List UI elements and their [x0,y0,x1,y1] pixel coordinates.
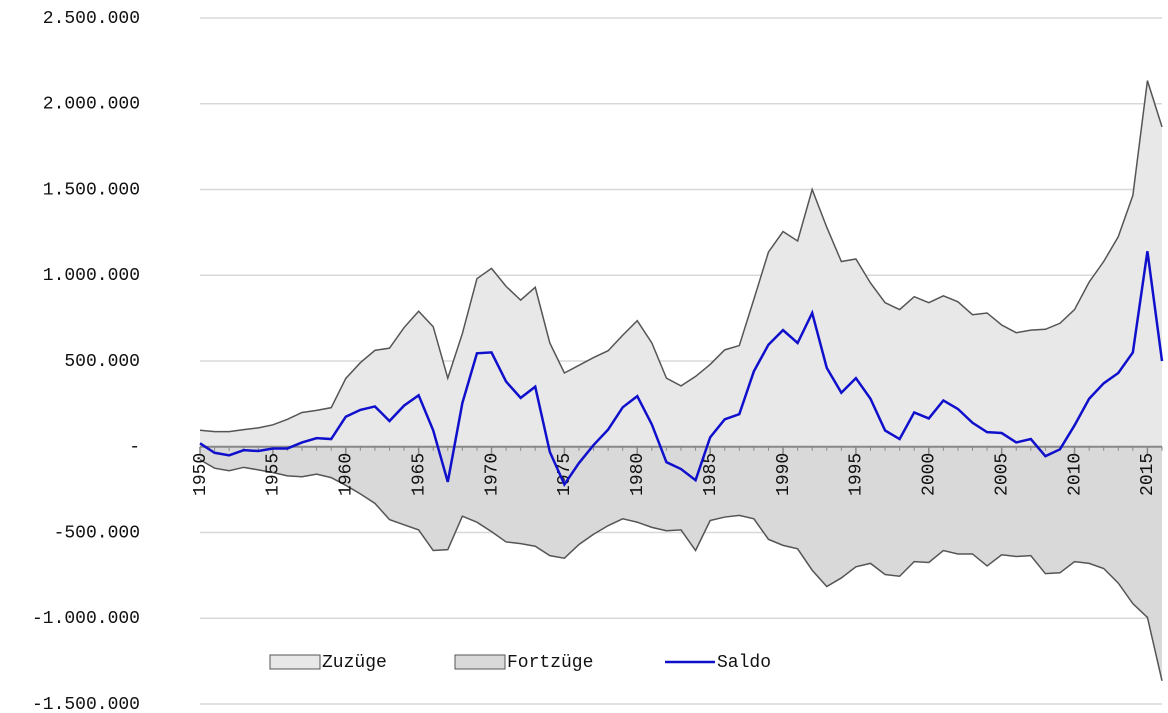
legend-label: Zuzüge [322,653,387,673]
x-tick-label: 1960 [337,453,357,496]
y-tick-label: 500.000 [64,352,140,372]
x-tick-label: 1985 [701,453,721,496]
y-tick-label: -500.000 [54,523,140,543]
legend-label: Fortzüge [507,653,593,673]
x-tick-label: 1965 [409,453,429,496]
legend-label: Saldo [717,653,771,673]
x-tick-label: 2015 [1138,453,1158,496]
x-tick-label: 2000 [920,453,940,496]
x-tick-label: 1990 [774,453,794,496]
x-tick-label: 1955 [264,453,284,496]
area-edge [199,459,1163,682]
area-edge [199,80,1163,433]
legend-item: Fortzüge [454,653,593,673]
x-tick-label: 1975 [555,453,575,496]
y-tick-label: - [129,438,140,458]
y-tick-label: 2.000.000 [43,95,140,115]
x-tick-label: 2010 [1065,453,1085,496]
y-tick-label: -1.500.000 [32,695,140,713]
legend-swatch [269,654,321,670]
x-tick-label: 1970 [482,453,502,496]
y-tick-label: 2.500.000 [43,9,140,29]
area [200,446,1162,681]
line [199,251,1164,488]
x-tick-label: 1995 [847,453,867,496]
x-tick-label: 1950 [191,453,211,496]
x-tick-label: 1980 [628,453,648,496]
legend-item: Saldo [665,653,771,673]
area [200,80,1162,447]
legend-swatch [454,654,506,670]
x-tick-label: 2005 [992,453,1012,496]
y-tick-label: 1.000.000 [43,266,140,286]
y-tick-label: 1.500.000 [43,180,140,200]
legend-item: Zuzüge [269,653,387,673]
y-tick-label: -1.000.000 [32,609,140,629]
